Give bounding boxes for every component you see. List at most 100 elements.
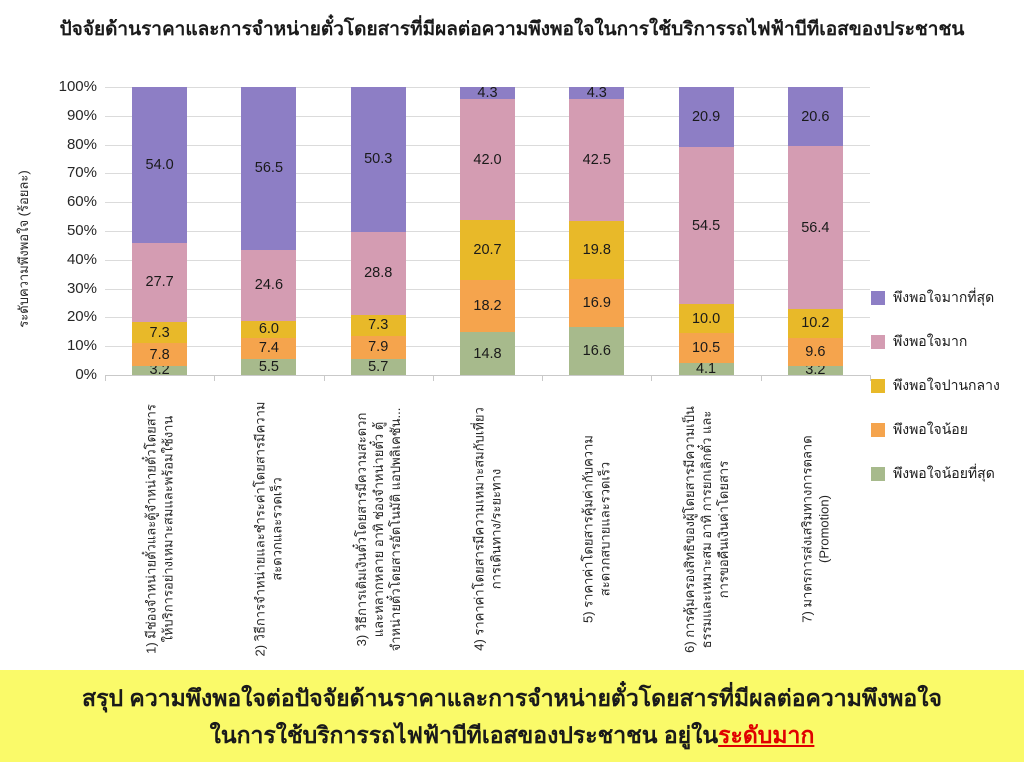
legend-label: พึงพอใจมาก: [893, 333, 968, 349]
bar-value-label: 3.2: [805, 362, 826, 379]
bar-segment: 54.0: [132, 87, 188, 243]
bar-segment: 42.0: [460, 99, 515, 221]
legend-swatch: [871, 335, 885, 349]
bar-segment: 5.7: [350, 358, 406, 375]
x-category-label-line: 6) การคุ้มครองสิทธิของผู้โดยสารมีความเป็…: [681, 405, 697, 653]
bar-segment: 18.2: [460, 279, 515, 333]
legend-item: พึงพอใจมาก: [871, 331, 1000, 353]
bar-value-label: 5.5: [258, 359, 279, 376]
bar-value-label: 42.0: [473, 151, 502, 168]
y-tick-label: 30%: [66, 279, 97, 297]
y-tick-label: 50%: [66, 222, 97, 239]
x-category-label: 3) วิธีการเติมเงินตั๋วโดยสารมีความสะดวกแ…: [353, 386, 404, 673]
bar-value-label: 10.0: [691, 310, 721, 327]
bar-segment: 7.3: [132, 322, 188, 344]
bar-segment: 4.1: [678, 361, 734, 378]
legend-swatch: [871, 291, 885, 305]
x-axis-tick: [105, 375, 106, 381]
bar-segment: 10.5: [678, 332, 734, 364]
banner-line2: ในการใช้บริการรถไฟฟ้าบีทีเอสของประชาชน อ…: [0, 717, 1024, 754]
legend-item: พึงพอใจมากที่สุด: [871, 287, 1000, 309]
bar-value-label: 56.5: [254, 160, 284, 177]
bar-value-label: 16.9: [582, 294, 611, 311]
bar-value-label: 54.0: [145, 156, 174, 173]
y-axis-label: ระดับความพึงพอใจ (ร้อยละ): [16, 170, 31, 328]
banner-line1: สรุป ความพึงพอใจต่อปัจจัยด้านราคาและการจ…: [82, 685, 942, 711]
bar-segment: 7.8: [132, 343, 188, 366]
bar-segment: 54.5: [678, 147, 734, 305]
bar-segment: 24.6: [241, 249, 297, 321]
x-axis-line: [105, 375, 870, 376]
bar-value-label: 10.5: [691, 340, 721, 357]
bar-segment: 3.2: [132, 362, 188, 378]
x-category-label: 7) มาตรการส่งเสริมทางการตลาด (Promotion): [798, 386, 832, 673]
bar-value-label: 19.8: [582, 241, 611, 258]
bar-value-label: 27.7: [145, 274, 174, 291]
bar-segment: 6.0: [241, 320, 297, 338]
bar-value-label: 10.2: [801, 315, 830, 332]
bar-value-label: 54.5: [691, 217, 721, 234]
x-axis-tick: [214, 375, 216, 381]
legend-label: พึงพอใจปานกลาง: [893, 377, 1000, 393]
y-tick-label: 60%: [66, 193, 97, 211]
x-category-label-line: 4) ราคาค่าโดยสารมีความเหมาะสมกับเที่ยว: [471, 407, 487, 651]
bar-value-label: 7.8: [149, 346, 170, 363]
bar-segment: 27.7: [132, 242, 188, 323]
bar-segment: 20.9: [678, 87, 734, 148]
legend-swatch: [871, 379, 885, 393]
x-category-label-line: 2) วิธีการจำหน่ายและชำระค่าโดยสารมีความ: [252, 401, 268, 657]
bar-value-label: 16.6: [582, 343, 611, 360]
legend-swatch: [871, 467, 885, 481]
legend-item: พึงพอใจปานกลาง: [871, 375, 1000, 397]
bar-segment: 9.6: [787, 338, 843, 366]
bar-value-label: 4.1: [695, 361, 717, 378]
x-category-label-line: 7) มาตรการส่งเสริมทางการตลาด: [799, 435, 815, 623]
y-tick-label: 80%: [66, 135, 97, 153]
bar-segment: 19.8: [569, 221, 625, 279]
y-tick-label: 0%: [75, 366, 97, 383]
legend: พึงพอใจมากที่สุดพึงพอใจมากพึงพอใจปานกลาง…: [871, 287, 1000, 485]
bar-value-label: 24.6: [254, 277, 284, 294]
bar-segment: 50.3: [350, 87, 406, 232]
y-tick-label: 40%: [66, 250, 97, 268]
bar-value-label: 7.9: [368, 339, 389, 356]
bar-value-label: 42.5: [582, 152, 611, 169]
bar-segment: 4.3: [460, 85, 515, 101]
bar-segment: 20.7: [460, 220, 515, 280]
x-category-label-line: การเดินทาง/ระยะทาง: [488, 468, 504, 590]
bar-segment: 16.6: [569, 327, 625, 375]
bar-segment: 3.2: [787, 362, 843, 378]
bar-value-label: 20.6: [801, 108, 830, 125]
legend-label: พึงพอใจน้อยที่สุด: [893, 465, 995, 481]
bar-value-label: 50.3: [364, 151, 393, 168]
bar-segment: 28.8: [350, 231, 406, 315]
bar-value-label: 20.9: [691, 109, 721, 126]
x-axis-tick: [651, 375, 653, 381]
x-category-label-line: การขอคืนเงินค่าโดยสาร: [715, 460, 731, 598]
bar-segment: 10.0: [678, 304, 734, 333]
bar-value-label: 18.2: [473, 298, 502, 315]
bar-value-label: 7.3: [149, 324, 170, 341]
x-axis-tick: [870, 375, 871, 381]
y-tick-label: 10%: [66, 337, 97, 355]
y-tick-label: 70%: [66, 164, 97, 182]
bar-value-label: 7.3: [368, 317, 389, 334]
x-category-label-line: ให้บริการอย่างเหมาะสมและพร้อมใช้งาน: [160, 415, 176, 643]
bar-segment: 56.5: [241, 87, 297, 250]
bar-segment: 56.4: [787, 146, 843, 309]
bar-value-label: 20.7: [473, 242, 502, 259]
bar-value-label: 28.8: [364, 265, 393, 282]
chart-title: ปัจจัยด้านราคาและการจำหน่ายตั๋วโดยสารที่…: [59, 19, 965, 40]
bar-value-label: 5.7: [368, 358, 389, 375]
x-category-label-line: 3) วิธีการเติมเงินตั๋วโดยสารมีความสะดวก: [353, 412, 369, 646]
bar-segment: 10.2: [787, 308, 843, 339]
y-tick-label: 100%: [58, 78, 97, 95]
x-category-label: 2) วิธีการจำหน่ายและชำระค่าโดยสารมีความส…: [252, 386, 286, 673]
x-category-label-line: จำหน่ายตั๋วโดยสารอัตโนมัติ แอปพลิเคชัน..…: [387, 407, 403, 651]
legend-item: พึงพอใจน้อยที่สุด: [871, 463, 1000, 485]
summary-banner: สรุป ความพึงพอใจต่อปัจจัยด้านราคาและการจ…: [0, 670, 1024, 762]
bar-value-label: 6.0: [258, 321, 279, 338]
x-category-label-line: และหลากหลาย อาทิ ช่องจำหน่ายตั๋ว ตู้: [370, 421, 386, 637]
x-category-label-line: 1) มีช่องจำหน่ายตั๋วและตู้จำหน่ายตั๋วโดย…: [143, 404, 159, 654]
bar-value-label: 4.3: [586, 84, 607, 101]
